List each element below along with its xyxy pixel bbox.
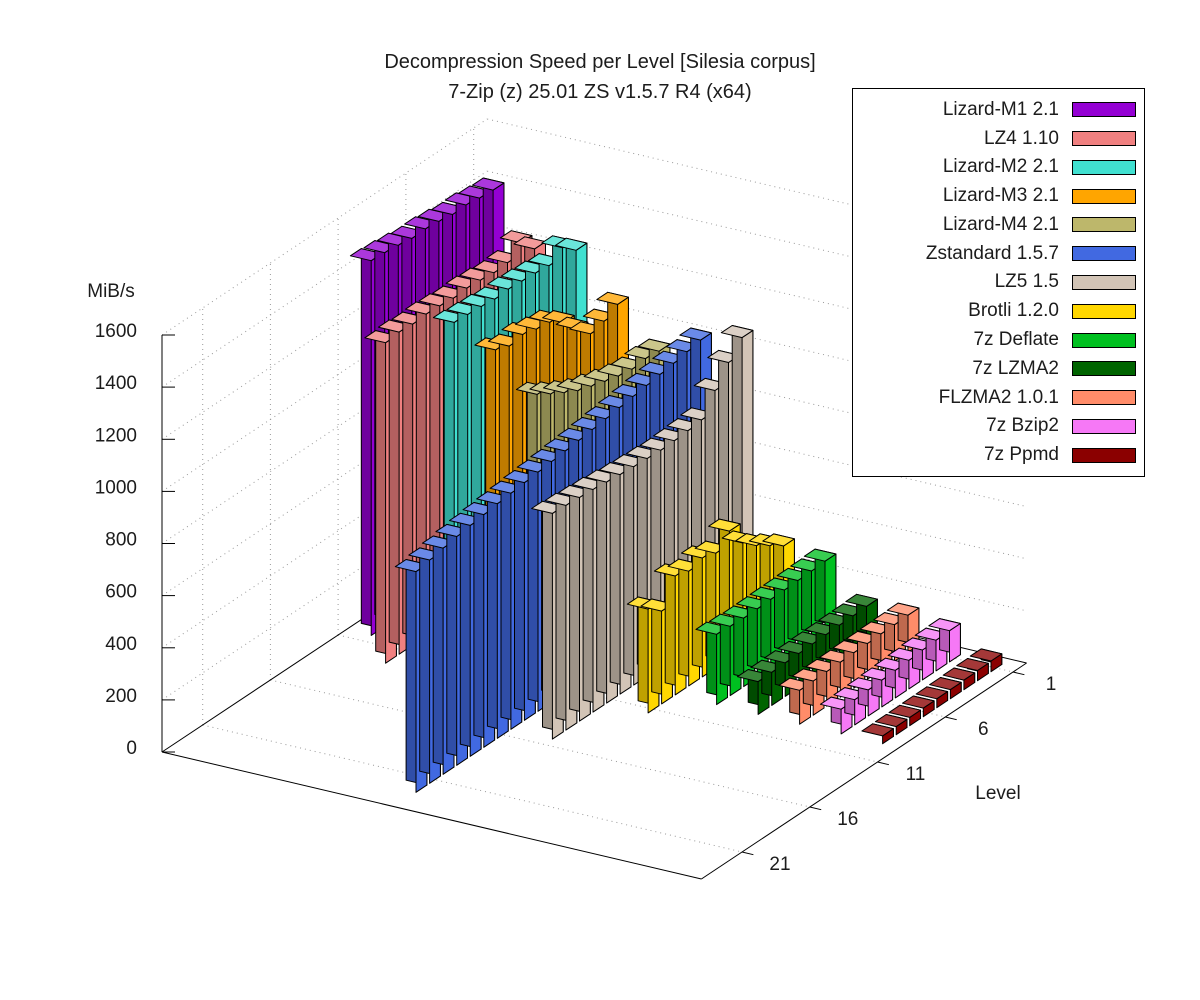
bar-top-face [803,548,837,562]
level-tick [945,716,957,721]
level-tick-label: 1 [1046,674,1057,695]
legend-item-lizard-m3-2-1: Lizard-M3 2.1 [853,185,1144,207]
legend-item-lizard-m1-2-1: Lizard-M1 2.1 [853,99,1144,121]
level-axis-line [701,662,1027,880]
legend-label: 7z Bzip2 [986,415,1059,437]
legend-label: Zstandard 1.5.7 [925,242,1059,264]
bar-top-face [679,327,712,341]
bar-top-face [929,677,962,691]
level-tick [809,806,822,811]
y-tick-label: 1000 [95,477,137,498]
bar-top-face [928,618,961,632]
level-tick [1012,671,1025,676]
legend-item-lizard-m4-2-1: Lizard-M4 2.1 [853,214,1144,236]
legend-swatch [1072,418,1136,434]
bar-top-face [888,704,921,718]
series-flzma2-1-0-1 [778,602,920,725]
bar-top-face [874,714,908,728]
legend-swatch [1072,390,1136,406]
legend-label: LZ4 1.10 [984,127,1059,149]
bar-top-face [915,686,949,700]
y-tick-label: 1200 [95,425,137,446]
y-tick-label: 0 [126,738,137,759]
level-tick-label: 11 [906,764,926,785]
y-tick-label: 1600 [95,321,137,342]
legend-item-7z-bzip2: 7z Bzip2 [853,415,1144,437]
legend-swatch [1072,102,1136,118]
legend-swatch [1072,159,1136,175]
page-title: Decompression Speed per Level [Silesia c… [384,51,816,73]
level-tick-label: 16 [837,809,858,830]
left-wall-gridline [161,170,488,388]
gridlines [161,118,1027,853]
y-tick-label: 600 [105,582,137,603]
y-tick-label: 400 [105,634,137,655]
legend-label: 7z LZMA2 [972,357,1059,379]
bar-top-face [969,648,1003,662]
y-tick-label: 200 [105,686,137,707]
series-brotli-1-2-0 [626,518,795,714]
legend-label: Lizard-M2 2.1 [942,156,1059,178]
legend-label: 7z Ppmd [984,444,1059,466]
series-7z-deflate [695,548,837,706]
legend-item-7z-ppmd: 7z Ppmd [853,444,1144,466]
legend-label: LZ5 1.5 [994,271,1059,293]
legend-swatch [1072,303,1136,319]
legend-item-zstandard-1-5-7: Zstandard 1.5.7 [853,243,1144,265]
bar-top-face [956,658,989,671]
bar-top-face [861,723,894,737]
bar-top-face [942,667,976,681]
bar-top-face [554,237,588,251]
legend-item-lizard-m2-2-1: Lizard-M2 2.1 [853,156,1144,178]
page-subtitle: 7-Zip (z) 25.01 ZS v1.5.7 R4 (x64) [448,81,752,103]
bar-top-face [596,291,629,305]
legend-item-lz4-1-10: LZ4 1.10 [853,128,1144,150]
legend-item-flzma2-1-0-1: FLZMA2 1.0.1 [853,387,1144,409]
legend-swatch [1072,131,1136,147]
bar-top-face [762,533,795,547]
level-tick-label: 21 [769,854,790,875]
legend-swatch [1072,332,1136,348]
legend-label: FLZMA2 1.0.1 [938,386,1059,408]
bar-top-face [902,695,935,709]
left-wall-gridline [161,118,488,336]
legend-label: Lizard-M3 2.1 [942,185,1059,207]
legend-label: 7z Deflate [973,329,1059,351]
legend-item-lz5-1-5: LZ5 1.5 [853,271,1144,293]
legend-swatch [1072,447,1136,463]
series-7z-bzip2 [819,618,961,735]
bar-top-face [845,593,878,607]
legend-label: Lizard-M1 2.1 [942,98,1059,120]
bar-top-face [720,325,754,339]
legend: Lizard-M1 2.1 LZ4 1.10 Lizard-M2 2.1 Lizard… [852,88,1145,477]
y-tick-label: 1400 [95,373,137,394]
level-tick [877,761,890,766]
bars [349,177,1003,793]
x-axis-title: Level [975,783,1021,804]
legend-label: Lizard-M4 2.1 [942,213,1059,235]
legend-swatch [1072,188,1136,204]
bar-top-face [886,602,920,616]
legend-swatch [1072,217,1136,233]
level-tick [741,851,754,856]
series-7z-ppmd [861,648,1003,745]
legend-item-brotli-1-2-0: Brotli 1.2.0 [853,300,1144,322]
level-tick-label: 6 [978,719,989,740]
legend-label: Brotli 1.2.0 [968,300,1059,322]
bar-top-face [708,518,741,532]
legend-item-7z-deflate: 7z Deflate [853,329,1144,351]
bar-top-face [471,177,505,191]
legend-swatch [1072,361,1136,377]
legend-swatch [1072,274,1136,290]
legend-swatch [1072,246,1136,262]
base-edge-front-left [161,751,702,880]
y-tick-label: 800 [105,530,137,551]
y-axis-title: MiB/s [87,281,135,302]
legend-item-7z-lzma2: 7z LZMA2 [853,358,1144,380]
